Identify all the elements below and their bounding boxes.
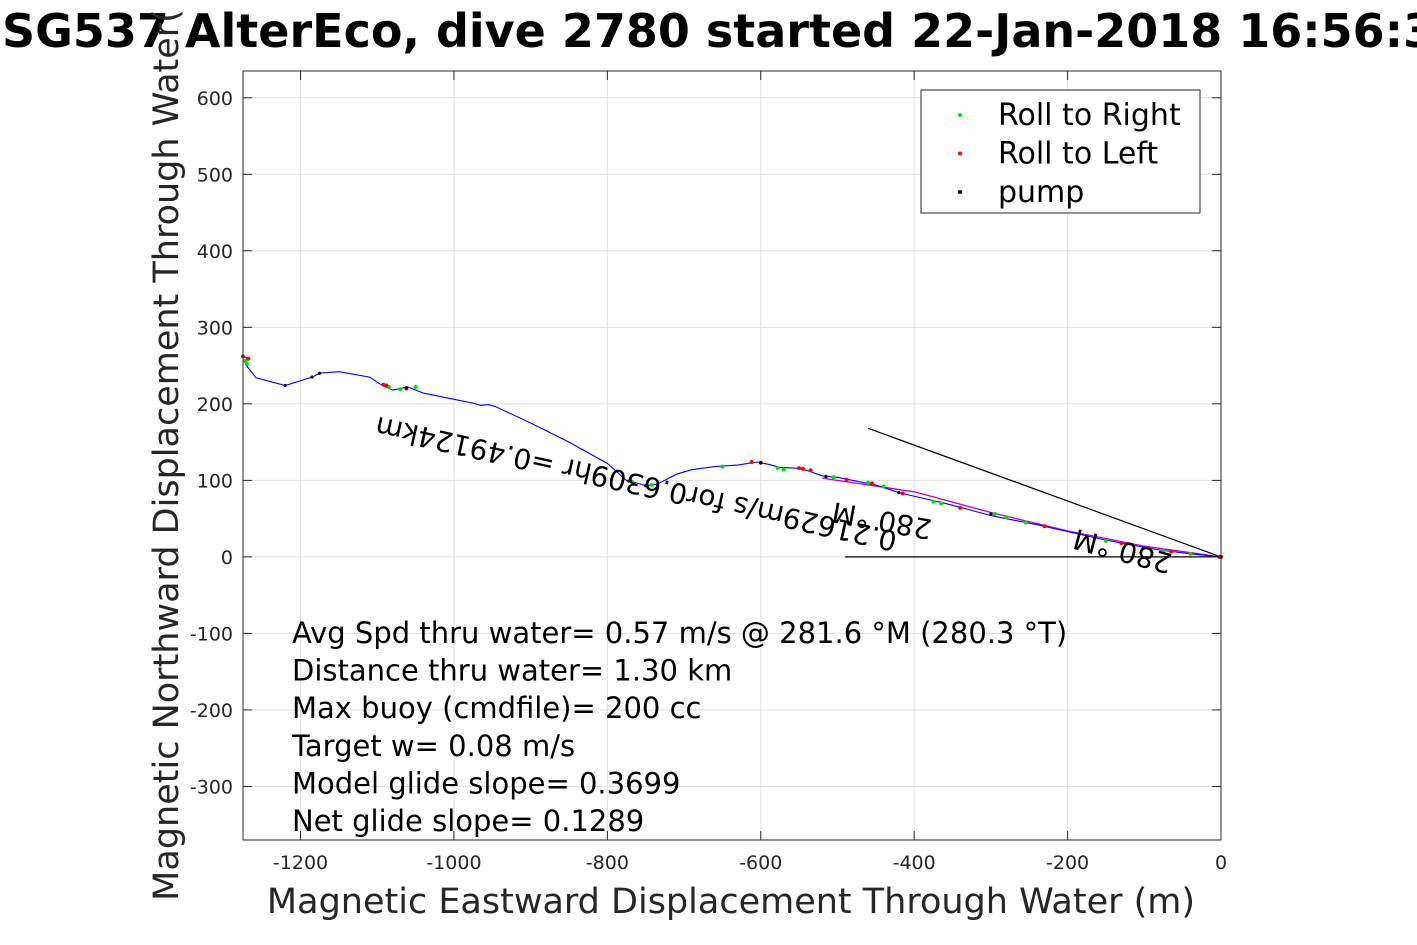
y-tick-label: -200	[190, 700, 233, 722]
roll-right-point	[831, 475, 836, 480]
y-tick-label: 0	[221, 547, 233, 569]
roll-right-point	[1103, 538, 1108, 543]
tracks	[242, 355, 1222, 558]
x-tick-label: -400	[893, 852, 936, 874]
roll-right-point	[1161, 548, 1166, 553]
x-axis-ticks: -1200 -1000 -800 -600 -400 -200 0	[273, 71, 1227, 874]
roll-left-point	[797, 466, 802, 471]
y-tick-label: 300	[197, 317, 233, 339]
y-tick-label: -100	[190, 623, 233, 645]
chart-title: SG537 AlterEco, dive 2780 started 22-Jan…	[2, 4, 1417, 58]
legend-box	[920, 89, 1201, 214]
rtw-track-line	[822, 477, 1222, 558]
stats-annotation-line: Distance thru water= 1.30 km	[292, 654, 732, 688]
roll-left-point	[749, 460, 754, 465]
roll-left-point	[869, 481, 874, 486]
stats-annotation-line: Net glide slope= 0.1289	[292, 804, 644, 838]
y-tick-label: 100	[197, 470, 233, 492]
roll-right-point	[866, 480, 871, 485]
roll-left-point	[808, 468, 813, 473]
roll-right-point	[1188, 551, 1193, 556]
pump-point	[989, 512, 993, 516]
pump-point	[318, 371, 322, 375]
legend-label: Roll to Right	[998, 98, 1181, 133]
roll-left-point	[958, 505, 963, 510]
reference-lines	[845, 427, 1222, 558]
x-tick-label: -800	[586, 852, 629, 874]
pump-point	[283, 383, 287, 388]
roll-right-point	[781, 467, 786, 472]
pump-point	[759, 461, 763, 465]
legend-marker	[958, 190, 962, 194]
roll-left-point	[1169, 549, 1174, 554]
roll-right-point	[931, 499, 936, 504]
roll-right-point	[649, 482, 654, 487]
roll-right-point	[1004, 515, 1009, 520]
roll-left-point	[844, 477, 849, 482]
x-tick-label: 0	[1215, 852, 1227, 874]
roll-right-point	[881, 484, 886, 489]
roll-right-point	[244, 362, 249, 367]
y-tick-label: 500	[197, 164, 233, 186]
x-tick-label: -1000	[426, 852, 481, 874]
roll-left-point	[1119, 541, 1124, 546]
roll-left-point	[381, 382, 386, 387]
roll-right-point	[398, 387, 403, 392]
pump-point	[824, 474, 828, 479]
pump-point	[644, 484, 648, 488]
stats-annotations: Avg Spd thru water= 0.57 m/s @ 281.6 °M …	[291, 616, 1067, 838]
stats-annotation-line: Target w= 0.08 m/s	[291, 729, 575, 763]
x-tick-label: -600	[739, 852, 782, 874]
y-tick-label: 600	[197, 88, 233, 110]
y-tick-label: 200	[197, 394, 233, 416]
y-axis-ticks: 600 500 400 300 200 100 0 -100 -200 -300	[190, 88, 1221, 798]
x-axis-label: Magnetic Eastward Displacement Through W…	[267, 882, 1195, 922]
roll-right-point	[720, 464, 725, 469]
y-axis-label: Magnetic Northward Displacement Through …	[147, 9, 187, 901]
roll-right-point	[775, 466, 780, 471]
pump-point	[897, 491, 901, 495]
legend-marker	[958, 113, 962, 117]
roll-left-point	[246, 356, 251, 361]
pump-point	[310, 375, 314, 379]
pump-point	[404, 386, 408, 390]
reference-line	[867, 427, 1222, 558]
x-tick-label: -1200	[273, 852, 328, 874]
legend-label: pump	[998, 175, 1084, 210]
roll-right-point	[413, 385, 418, 390]
x-tick-label: -200	[1046, 852, 1089, 874]
roll-right-point	[629, 479, 634, 484]
roll-right-point	[992, 512, 997, 517]
roll-left-point	[1042, 524, 1047, 529]
y-tick-label: -300	[190, 776, 233, 798]
roll-right-point	[243, 359, 248, 364]
roll-left-point	[900, 491, 905, 496]
pump-point	[627, 479, 631, 483]
dive-track-line	[242, 355, 1222, 558]
stats-annotation-line: Avg Spd thru water= 0.57 m/s @ 281.6 °M …	[292, 616, 1067, 650]
roll-left-point	[800, 466, 805, 471]
roll-left-point	[384, 383, 389, 388]
stats-annotation-line: Max buoy (cmdfile)= 200 cc	[292, 691, 701, 725]
legend-label: Roll to Left	[998, 137, 1158, 172]
legend-marker	[958, 151, 962, 156]
plot-frame	[242, 70, 1222, 841]
roll-right-point	[939, 501, 944, 506]
y-tick-label: 400	[197, 241, 233, 263]
data-points	[241, 354, 1223, 559]
roll-right-point	[1023, 520, 1028, 525]
stats-annotation-line: Model glide slope= 0.3699	[292, 766, 680, 800]
